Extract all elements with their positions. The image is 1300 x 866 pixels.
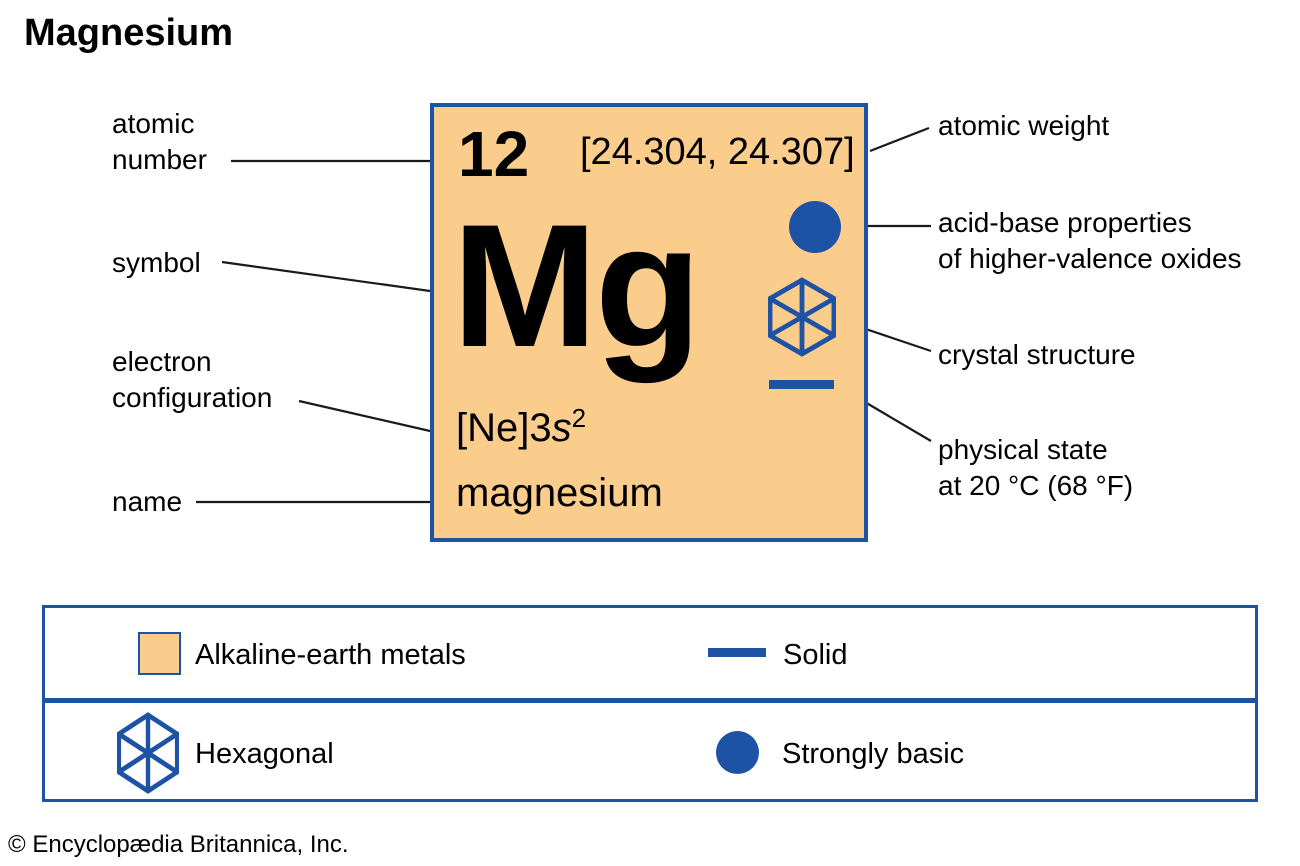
hexagonal-crystal-icon (117, 711, 179, 795)
callout-electron-configuration: electron configuration (112, 346, 273, 414)
legend-label-strongly-basic: Strongly basic (782, 738, 965, 770)
callout-symbol: symbol (112, 247, 201, 278)
atomic-weight-value: [24.304, 24.307] (580, 131, 855, 173)
connector-symbol (221, 260, 431, 293)
econfig-prefix: [Ne]3 (456, 406, 552, 450)
atomic-number-value: 12 (458, 118, 530, 190)
solid-dash-icon (708, 648, 766, 657)
acid-base-indicator-icon (789, 201, 841, 253)
callout-acid-base-properties: acid-base properties of higher-valence o… (938, 207, 1242, 275)
strongly-basic-dot-icon (716, 731, 759, 774)
element-card: 12 [24.304, 24.307] Mg [Ne]3s2 magnesium (430, 103, 868, 542)
econfig-superscript: 2 (571, 403, 587, 433)
legend-box: Alkaline-earth metals Solid Hexagonal St… (42, 605, 1258, 802)
electron-configuration-value: [Ne]3s2 (456, 403, 586, 451)
alkaline-earth-swatch-icon (138, 632, 181, 675)
element-name-value: magnesium (456, 471, 663, 515)
page-title: Magnesium (24, 12, 234, 54)
callout-atomic-number: atomic number (112, 108, 207, 176)
legend-label-solid: Solid (783, 639, 848, 671)
connector-electron-configuration (298, 399, 431, 433)
callout-crystal-structure: crystal structure (938, 339, 1136, 370)
callout-atomic-weight: atomic weight (938, 110, 1110, 141)
physical-state-solid-icon (769, 380, 834, 389)
crystal-structure-hexagonal-icon (768, 276, 836, 358)
copyright-notice: © Encyclopædia Britannica, Inc. (8, 831, 349, 858)
legend-label-alkaline: Alkaline-earth metals (195, 639, 466, 671)
connector-atomic-weight (869, 126, 930, 153)
element-symbol: Mg (452, 189, 702, 384)
callout-name: name (112, 486, 183, 517)
legend-divider (45, 698, 1255, 703)
legend-label-hexagonal: Hexagonal (195, 738, 334, 770)
econfig-orbital-letter: s (551, 406, 572, 450)
callout-physical-state: physical state at 20 °C (68 °F) (938, 434, 1134, 502)
